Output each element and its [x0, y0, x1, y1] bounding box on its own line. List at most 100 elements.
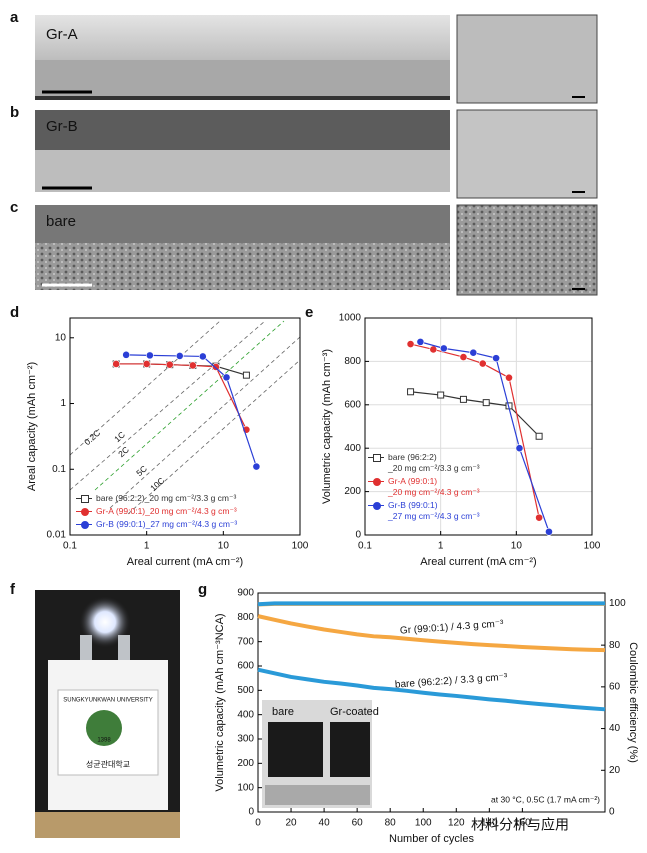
y-tick-label: 0.1 [52, 464, 66, 475]
y2-tick-label: 80 [609, 640, 621, 651]
panel-label: e [305, 304, 313, 321]
marker [459, 353, 468, 361]
series-line [420, 341, 550, 532]
c-rate-guides [69, 320, 301, 515]
y-tick-label: 500 [237, 685, 254, 696]
y-tick-label: 800 [344, 356, 361, 367]
y2-tick-label: 40 [609, 723, 621, 734]
legend-label: Gr-B (99:0:1) _27 mg cm⁻²/4.3 g cm⁻³ [388, 500, 480, 521]
marker [535, 513, 544, 522]
y-tick-label: 600 [237, 661, 254, 672]
sem-layer [35, 150, 450, 192]
x-tick-label: 100 [415, 818, 432, 829]
annotation: bare (96:2:2) / 3.3 g cm⁻³ [395, 672, 509, 691]
marker [407, 388, 415, 396]
y-axis-label: Volumetric capacity (mAh cm⁻³NCA) [214, 613, 226, 791]
logo-year: 1398 [97, 738, 111, 744]
marker [145, 351, 154, 360]
sem-layer [35, 60, 450, 96]
marker [478, 359, 487, 368]
panel-label: d [10, 304, 19, 321]
legend-label: Gr-A (99:0:1)_20 mg cm⁻²/4.3 g cm⁻³ [96, 506, 237, 516]
annotation: 0.2C [82, 428, 102, 447]
plot-frame [69, 317, 301, 536]
legend-swatch [368, 476, 384, 486]
y-tick-label: 600 [344, 399, 361, 410]
legend-label: Gr-B (99:0:1)_27 mg cm⁻²/4.3 g cm⁻³ [96, 519, 238, 529]
y-tick-label: 700 [237, 636, 254, 647]
electrode-coated [330, 722, 370, 777]
marker [188, 361, 197, 370]
x-tick-label: 80 [385, 818, 397, 829]
tab [118, 635, 130, 667]
y-tick-label: 800 [237, 612, 254, 623]
panel-label: b [10, 104, 19, 121]
x-tick-label: 100 [584, 541, 601, 552]
legend: bare (96:2:2)_20 mg cm⁻²/3.3 g cm⁻³ Gr-A … [76, 493, 237, 532]
legend: bare (96:2:2) _20 mg cm⁻²/3.3 g cm⁻³ Gr-A… [368, 452, 480, 524]
x-tick-label: 1 [438, 541, 444, 552]
y-tick-label: 900 [237, 588, 254, 599]
logo [86, 710, 122, 746]
marker [212, 363, 220, 371]
legend-entry: Gr-B (99:0:1) _27 mg cm⁻²/4.3 g cm⁻³ [368, 500, 480, 522]
sem-substrate [35, 96, 450, 100]
marker [242, 371, 250, 379]
sem-surface [35, 205, 450, 243]
legend-label: bare (96:2:2) _20 mg cm⁻²/3.3 g cm⁻³ [388, 452, 480, 473]
y-tick-label: 100 [237, 782, 254, 793]
y-tick-label: 200 [344, 486, 361, 497]
logo-text: SUNGKYUNKWAN UNIVERSITY [63, 698, 152, 704]
marker [439, 344, 448, 353]
legend-entry: Gr-B (99:0:1)_27 mg cm⁻²/4.3 g cm⁻³ [76, 519, 237, 530]
y-tick-label: 1 [60, 398, 66, 409]
legend-entry: Gr-A (99:0:1)_20 mg cm⁻²/4.3 g cm⁻³ [76, 506, 237, 517]
series-line [126, 354, 257, 467]
x-tick-label: 0 [255, 818, 261, 829]
marker [469, 348, 478, 357]
x-tick-label: 10 [511, 541, 523, 552]
marker [545, 527, 553, 536]
y-tick-label: 300 [237, 734, 254, 745]
watermark: 材料分析与应用 [471, 817, 569, 833]
y-tick-label: 400 [237, 709, 254, 720]
y-axis-label: Areal capacity (mAh cm⁻²) [26, 362, 38, 491]
y-tick-label: 0.01 [47, 530, 67, 541]
y-tick-label: 0 [248, 807, 254, 818]
marker [165, 360, 174, 369]
y2-axis-label: Coulombic efficiency (%) [627, 642, 639, 763]
sem-layer [35, 243, 450, 290]
series-line [257, 667, 606, 712]
x-tick-label: 1 [144, 541, 150, 552]
legend-swatch [76, 493, 92, 503]
plot-frame [257, 592, 606, 813]
marker [198, 352, 207, 361]
panel-label: g [198, 581, 207, 598]
y-axis-label: Volumetric capacity (mAh cm⁻³) [321, 349, 333, 504]
x-tick-label: 160 [514, 818, 531, 829]
annotation: 1C [112, 429, 127, 444]
inset-ruler [265, 785, 370, 805]
ruler [35, 812, 180, 838]
x-tick-label: 10 [218, 541, 230, 552]
legend-swatch [368, 500, 384, 510]
x-tick-label: 20 [285, 818, 297, 829]
annotation: at 30 °C, 0.5C (1.7 mA cm⁻²) [491, 794, 600, 804]
y2-tick-label: 20 [609, 765, 621, 776]
legend-swatch [368, 452, 384, 462]
chart: 0100200300400500600700800900020406080100… [214, 588, 639, 845]
image-label: bare [46, 213, 76, 230]
x-tick-label: 120 [448, 818, 465, 829]
marker [406, 340, 415, 348]
logo-korean: 성균관대학교 [86, 759, 130, 769]
marker [122, 350, 131, 359]
series-line [410, 343, 540, 518]
sem-zoom [456, 204, 598, 296]
inset-label: Gr-coated [330, 706, 379, 718]
legend-entry: Gr-A (99:0:1) _20 mg cm⁻²/4.3 g cm⁻³ [368, 476, 480, 498]
series-line [410, 391, 540, 437]
series-line [116, 363, 247, 430]
tab [80, 635, 92, 667]
sem-zoom [456, 14, 598, 104]
